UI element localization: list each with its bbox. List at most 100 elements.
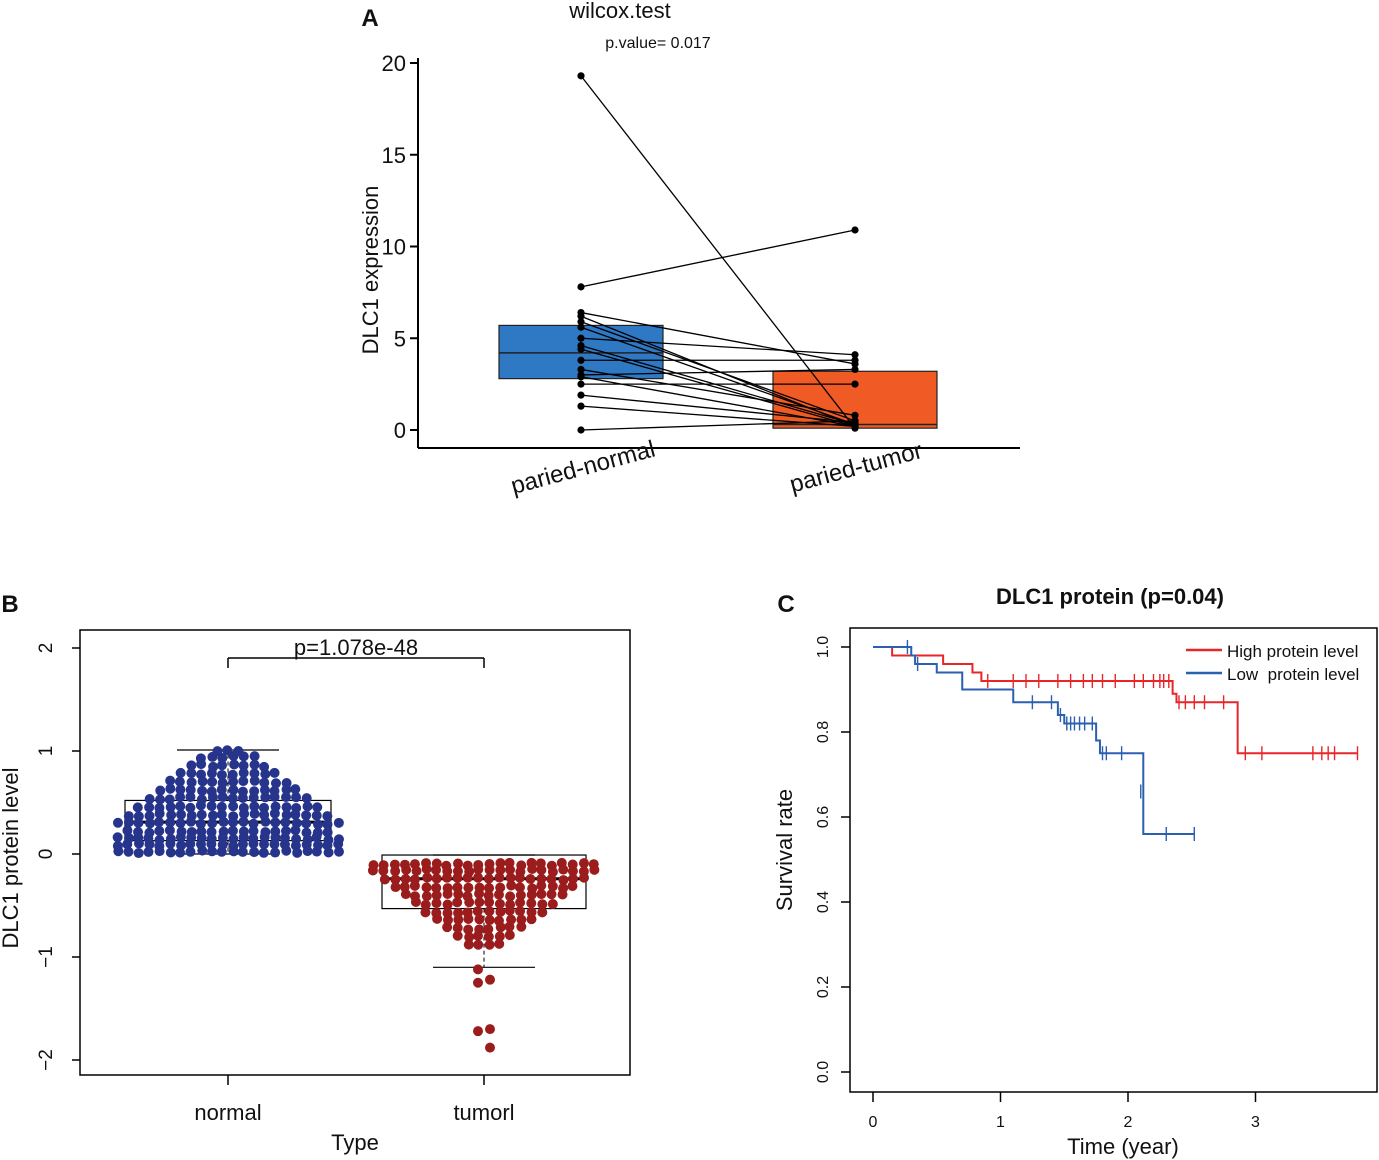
panel-b-outlier-tumorl xyxy=(473,1026,483,1037)
panel-c-x-tick-label: 0 xyxy=(869,1114,878,1131)
panel-b-dot-normal xyxy=(249,801,260,812)
panel-b-dot-normal xyxy=(229,759,240,770)
panel-c-y-label: Survival rate xyxy=(772,789,797,911)
panel-b-letter: B xyxy=(1,591,18,618)
panel-b-dot-tumorl xyxy=(442,872,453,883)
panel-b-dot-tumorl xyxy=(504,930,515,941)
legend-low-label: Low protein level xyxy=(1227,665,1359,684)
panel-a-y-tick-label: 0 xyxy=(394,418,406,443)
panel-c-y-tick-label: 0.4 xyxy=(815,891,832,913)
panel-a-point-normal xyxy=(577,356,585,364)
panel-a-pair-line xyxy=(580,368,856,416)
panel-b-dot-normal xyxy=(302,846,313,857)
panel-b-dot-tumorl xyxy=(483,924,494,935)
panel-b-dot-normal xyxy=(195,800,206,811)
panel-b-y-tick-label: 2 xyxy=(36,643,57,654)
panel-b-dot-tumorl xyxy=(462,872,473,883)
panel-b-dot-normal xyxy=(144,839,155,850)
panel-b-dot-tumorl xyxy=(494,872,505,883)
panel-b-dot-normal xyxy=(123,846,134,857)
panel-c-title: DLC1 protein (p=0.04) xyxy=(996,584,1224,609)
panel-a-pair-line xyxy=(580,420,856,431)
panel-b-dot-normal xyxy=(154,846,165,857)
panel-b-dot-normal xyxy=(311,832,322,843)
panel-b-dot-tumorl xyxy=(546,889,557,900)
panel-b-dot-normal xyxy=(301,810,312,821)
panel-b-dot-normal xyxy=(165,817,176,828)
panel-b-dot-normal xyxy=(258,847,269,858)
panel-b-dot-tumorl xyxy=(464,897,475,908)
panel-b-dot-tumorl xyxy=(505,864,516,875)
panel-b-dot-tumorl xyxy=(442,922,453,933)
panel-b-dot-normal xyxy=(197,776,208,787)
panel-b-dot-normal xyxy=(322,819,333,830)
panel-a-point-normal xyxy=(577,402,585,410)
panel-a-point-normal xyxy=(577,334,585,342)
legend-high-label: High protein level xyxy=(1227,642,1358,661)
panel-b-dot-tumorl xyxy=(589,864,600,875)
panel-b-dot-tumorl xyxy=(421,864,432,875)
panel-b-dot-tumorl xyxy=(421,891,432,902)
panel-b-dot-normal xyxy=(323,847,334,858)
panel-a-letter: A xyxy=(361,5,378,32)
panel-b-dot-normal xyxy=(197,785,208,796)
panel-b-dot-tumorl xyxy=(484,864,495,875)
panel-b-dot-normal xyxy=(248,792,259,803)
panel-b-dot-tumorl xyxy=(390,882,401,893)
panel-b-dot-tumorl xyxy=(472,906,483,917)
panel-b-dot-tumorl xyxy=(494,938,505,949)
panel-b-dot-tumorl xyxy=(442,888,453,899)
panel-c-line-high xyxy=(873,646,1358,755)
panel-b-dot-normal xyxy=(154,808,165,819)
panel-b-dot-normal xyxy=(164,825,175,836)
panel-b-dot-tumorl xyxy=(420,907,431,918)
panel-b-dot-tumorl xyxy=(537,899,548,910)
panel-a-point-tumor xyxy=(851,417,859,425)
panel-b-dot-normal xyxy=(133,817,144,828)
panel-c-y-tick-label: 1.0 xyxy=(815,636,832,658)
panel-b-dot-tumorl xyxy=(400,874,411,885)
panel-a-pair-line xyxy=(580,75,856,429)
panel-b-dot-normal xyxy=(216,809,227,820)
panel-b-dot-tumorl xyxy=(536,880,547,891)
panel-b-dot-tumorl xyxy=(379,874,390,885)
panel-b-dot-normal xyxy=(208,810,219,821)
panel-a-point-tumor xyxy=(851,411,859,419)
panel-b-dot-normal xyxy=(290,809,301,820)
panel-c-y-tick-label: 0.8 xyxy=(815,721,832,743)
panel-b-dot-normal xyxy=(238,760,249,771)
panel-a-point-tumor xyxy=(851,365,859,374)
panel-b-dot-normal xyxy=(301,818,312,829)
panel-b-dot-tumorl xyxy=(526,914,537,925)
panel-a-pair-line xyxy=(580,321,856,422)
panel-c-x-tick-label: 3 xyxy=(1251,1114,1260,1131)
panel-b-dot-normal xyxy=(269,808,280,819)
panel-b-dot-normal xyxy=(248,818,259,829)
panel-b-dot-tumorl xyxy=(504,921,515,932)
panel-b-dot-normal xyxy=(238,816,249,827)
panel-b-dot-tumorl xyxy=(474,897,485,908)
panel-a-point-normal xyxy=(577,283,585,291)
panel-b-dot-tumorl xyxy=(516,914,527,925)
panel-b-dot-tumorl xyxy=(494,931,505,942)
panel-b-dot-normal xyxy=(145,818,156,829)
panel-b-dot-tumorl xyxy=(431,864,442,875)
panel-b-dot-normal xyxy=(249,847,260,858)
panel-b-dot-normal xyxy=(165,775,176,786)
panel-b-dot-normal xyxy=(259,832,270,843)
panel-b-dot-normal xyxy=(216,760,227,771)
panel-b-outlier-tumorl xyxy=(473,964,483,975)
panel-b-dot-tumorl xyxy=(421,882,432,893)
panel-b-dot-normal xyxy=(269,791,280,802)
panel-b-dot-normal xyxy=(207,751,218,762)
panel-b-dot-normal xyxy=(237,839,248,850)
panel-b-dot-tumorl xyxy=(515,906,526,917)
panel-b-dot-tumorl xyxy=(431,890,442,901)
panel-b-dot-tumorl xyxy=(390,874,401,885)
panel-b-dot-tumorl xyxy=(463,924,474,935)
panel-b-dot-normal xyxy=(216,784,227,795)
panel-b-dot-normal xyxy=(333,817,344,828)
panel-b-dot-tumorl xyxy=(453,914,464,925)
panel-a-point-tumor xyxy=(851,422,859,430)
panel-b-dot-tumorl xyxy=(495,858,506,869)
